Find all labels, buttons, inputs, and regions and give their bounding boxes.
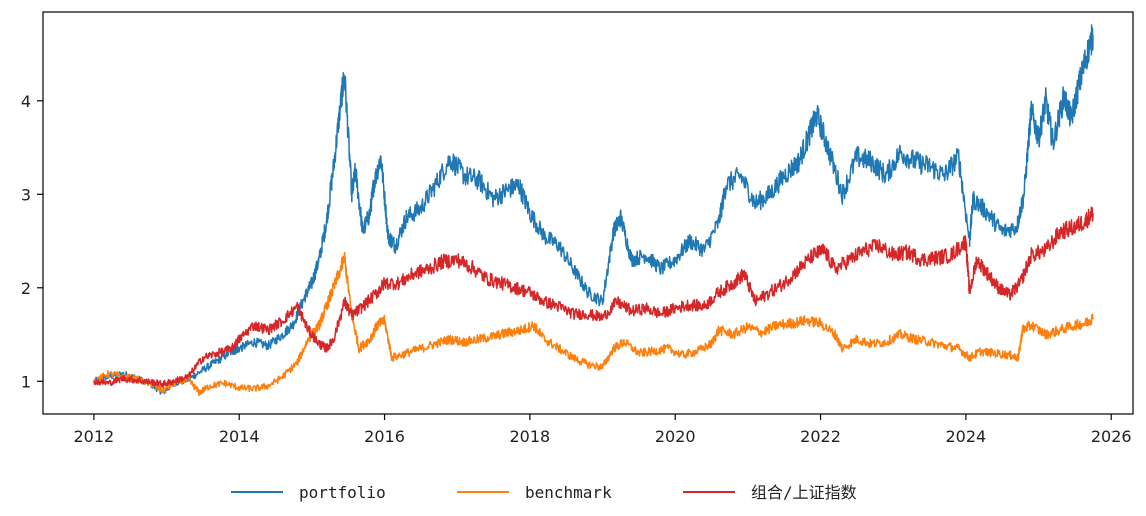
x-tick-label: 2016: [364, 427, 405, 446]
series-line-3: [93, 206, 1094, 388]
x-tick-label: 2012: [74, 427, 115, 446]
legend-label-1: portfolio: [299, 483, 386, 502]
x-tick-label: 2014: [219, 427, 260, 446]
x-tick-label: 2024: [946, 427, 987, 446]
series-layer: [93, 24, 1094, 396]
y-tick-label: 3: [21, 185, 31, 204]
plot-area-frame: [42, 11, 1134, 415]
x-tick-label: 2026: [1091, 427, 1132, 446]
x-tick-label: 2022: [800, 427, 841, 446]
x-tick-label: 2018: [510, 427, 551, 446]
y-tick-label: 2: [21, 279, 31, 298]
x-tick-label: 2020: [655, 427, 696, 446]
y-axis: 1 2 3 4: [21, 92, 43, 391]
y-tick-label: 1: [21, 372, 31, 391]
y-tick-label: 4: [21, 92, 31, 111]
legend-label-2: benchmark: [525, 483, 612, 502]
legend-label-3: 组合/上证指数: [751, 483, 857, 502]
series-line-2: [93, 251, 1094, 396]
x-axis: 2012 2014 2016 2018 2020 2022 2024 2026: [74, 414, 1132, 446]
series-line-1: [93, 24, 1094, 395]
legend: portfolio benchmark 组合/上证指数: [231, 483, 857, 502]
